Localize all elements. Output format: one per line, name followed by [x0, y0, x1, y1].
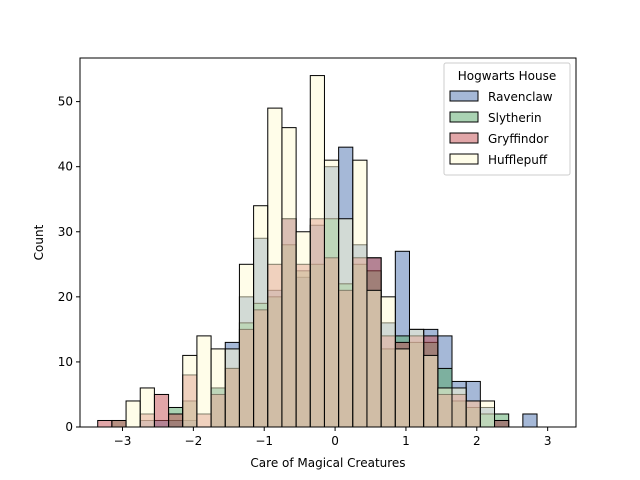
y-axis: 0 10 20 30 40 50 — [58, 95, 80, 434]
bar-hufflepuff — [253, 205, 269, 428]
y-tick-label: 0 — [65, 420, 73, 434]
legend-label-gryffindor: Gryffindor — [488, 132, 549, 146]
legend-swatch-hufflepuff — [449, 153, 479, 165]
bar-hufflepuff — [479, 400, 496, 428]
bar-hufflepuff — [451, 387, 467, 428]
bar-gryffindor — [494, 419, 510, 428]
y-axis-label: Count — [32, 224, 46, 260]
y-tick-label: 10 — [58, 355, 73, 369]
y-tick-label: 30 — [58, 225, 73, 239]
bars-layer — [97, 75, 538, 428]
bar-hufflepuff — [423, 354, 439, 428]
bar-hufflepuff — [267, 107, 283, 428]
bar-hufflepuff — [182, 354, 198, 428]
bar-hufflepuff — [338, 218, 354, 428]
legend-label-ravenclaw: Ravenclaw — [488, 90, 553, 104]
plot-frame — [79, 57, 577, 428]
y-tick-label: 50 — [58, 95, 73, 109]
bar-hufflepuff — [309, 75, 325, 428]
bar-hufflepuff — [323, 159, 340, 428]
bar-hufflepuff — [295, 231, 311, 428]
x-tick-label: 3 — [544, 434, 552, 448]
bar-hufflepuff — [125, 400, 141, 428]
y-tick-label: 40 — [58, 160, 73, 174]
bar-hufflepuff — [224, 348, 240, 428]
bar-hufflepuff — [366, 289, 382, 428]
legend-swatch-gryffindor — [449, 132, 479, 144]
bar-ravenclaw — [522, 413, 538, 428]
x-tick-label: 0 — [331, 434, 339, 448]
legend-swatch-slytherin — [449, 111, 479, 123]
legend-items: Ravenclaw Slytherin Gryffindor Hufflepuff — [449, 90, 553, 167]
x-tick-label: −1 — [255, 434, 273, 448]
bar-hufflepuff — [394, 348, 410, 428]
legend-title: Hogwarts House — [458, 69, 556, 83]
bar-gryffindor — [97, 419, 113, 428]
legend: Hogwarts House Ravenclaw Slytherin Gryffin… — [443, 62, 571, 176]
bar-hufflepuff — [380, 296, 396, 428]
x-tick-label: 1 — [402, 434, 410, 448]
bar-gryffindor — [168, 413, 184, 428]
bar-hufflepuff — [139, 387, 155, 428]
bar-hufflepuff — [281, 127, 297, 428]
x-axis-label: Care of Magical Creatures — [250, 456, 405, 470]
bar-gryffindor — [111, 419, 127, 428]
legend-label-hufflepuff: Hufflepuff — [488, 153, 548, 167]
x-tick-label: −3 — [114, 434, 132, 448]
bar-hufflepuff — [210, 348, 226, 428]
x-axis: −3 −2 −1 0 1 2 3 — [114, 427, 552, 448]
x-tick-label: −2 — [185, 434, 203, 448]
x-tick-label: 2 — [473, 434, 481, 448]
bar-gryffindor — [153, 393, 170, 428]
bar-hufflepuff — [196, 335, 212, 428]
bar-hufflepuff — [352, 159, 368, 428]
bar-hufflepuff — [408, 328, 425, 428]
bar-hufflepuff — [465, 400, 481, 428]
bar-hufflepuff — [238, 263, 255, 428]
y-tick-label: 20 — [58, 290, 73, 304]
bar-hufflepuff — [437, 387, 453, 428]
legend-swatch-ravenclaw — [449, 90, 479, 102]
legend-label-slytherin: Slytherin — [488, 111, 542, 125]
